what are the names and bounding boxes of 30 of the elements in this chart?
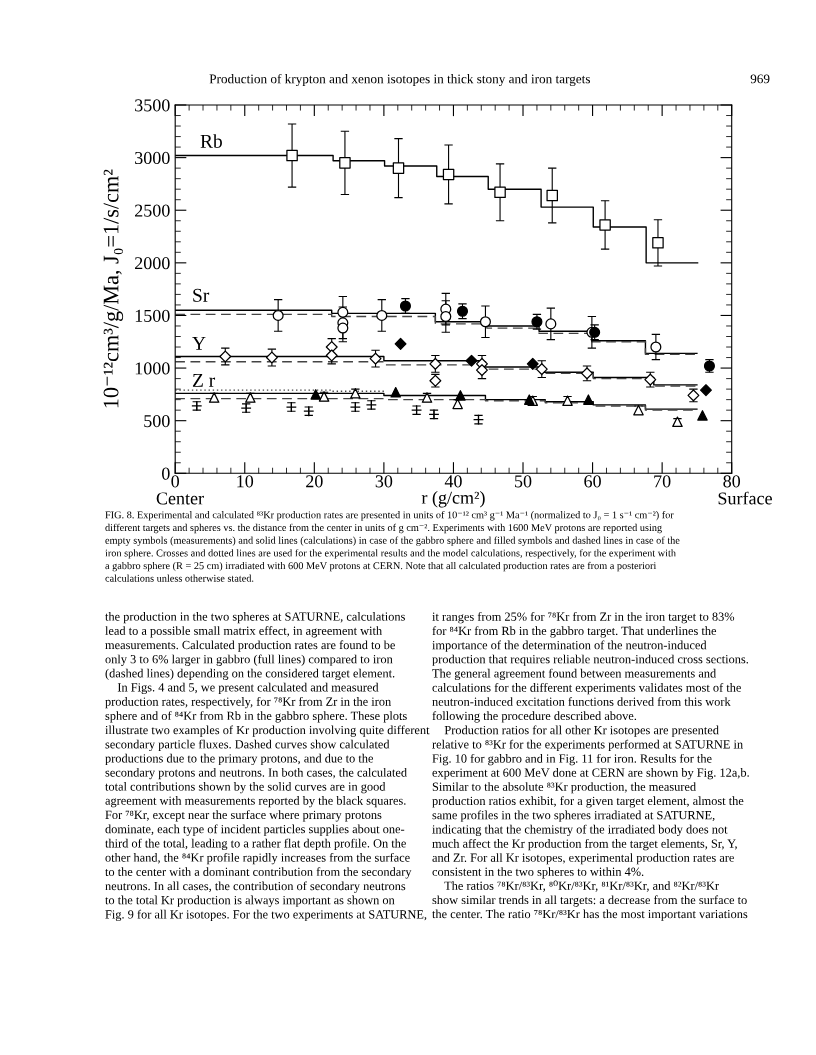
annotation: Z r	[192, 373, 216, 387]
x-tick-label: 10	[237, 475, 254, 488]
annotation: Sr	[193, 288, 210, 302]
y-tick-label: 2500	[135, 204, 170, 217]
y-tick-label: 0	[162, 467, 170, 480]
text: Surface	[718, 491, 772, 505]
x-tick-label: 20	[306, 475, 323, 488]
y-tick-label: 3000	[135, 151, 170, 165]
text: it ranges from 25% for ⁷⁸Kr from Zr in the iron target to 83% for ⁸⁴Kr from Rb in the gabbro target. That underlines the importance of the determination of the neutron-induced production that requires reliable neutron-induced cross sections. The general agreement found between measurements and calculations for the different experiments validates most of the neutron-induced excitation functions derived from this work following the procedure described above. Production ratios for all other Kr isotopes are presented relative to ⁸³Kr for the experiments performed at SATURNE in Fig. 10 for gabbro and in Fig. 11 for iron. Results for the experiment at 600 MeV done at CERN are shown by Fig. 12a,b. Similar to the absolute ⁸³Kr production, the measured production ratios exhibit, for a given target element, almost the same profiles in the two spheres irradiated at SATURNE, indicating that the chemistry of the irradiated body does not much affect the Kr production from the target elements, Sr, Y, and Zr. For all Kr isotopes, experimental production rates are consistent in the two spheres to within 4%. The ratios ⁷⁸Kr/⁸³Kr, ⁸⁰Kr/⁸³Kr, ⁸¹Kr/⁸³Kr, and ⁸²Kr/⁸³Kr show similar trends in all targets: a decrease from the surface to the center. The ratio ⁷⁸Kr/⁸³Kr has the most important variations	[432, 612, 749, 921]
x-tick-label: 60	[584, 475, 601, 488]
y-tick-label: 500	[144, 414, 170, 428]
text: 969	[750, 74, 770, 84]
y-tick-label: 1000	[135, 362, 170, 375]
annotation: Y	[192, 336, 206, 350]
x-axis-title: r (g/cm²)	[421, 491, 485, 508]
x-tick-label: 30	[375, 475, 393, 488]
text: Center	[156, 492, 204, 505]
x-tick-label: 0	[171, 475, 180, 488]
y-axis-title: 10⁻¹²cm³/g/Ma, J₀=1/s/cm²	[103, 169, 124, 408]
y-tick-label: 1500	[135, 309, 170, 322]
caption: FIG. 8. Experimental and calculated ⁸³Kr production rates are presented in units of 10⁻¹² cm³ g⁻¹ Ma⁻¹ (normalized to J₀ = 1 s⁻¹ cm⁻²) for different targets and spheres vs. the distance from the center in units of g cm⁻². Experiments with 1600 MeV protons are reported using empty symbols (measurements) and solid lines (calculations) in case of the gabbro sphere and filled symbols and dashed lines in case of the iron sphere. Crosses and dotted lines are used for the experimental results and the model calculations, respectively, for the experiment with a gabbro sphere (R = 25 cm) irradiated with 600 MeV protons at CERN. Note that all calculated production rates are from a posteriori calculations unless otherwise stated.	[105, 511, 680, 582]
chart-title: Production of krypton and xenon isotopes in thick stony and iron targets	[209, 73, 590, 87]
x-tick-label: 40	[444, 475, 462, 488]
x-tick-label: 70	[654, 475, 671, 488]
x-tick-label: 50	[515, 475, 532, 488]
y-tick-label: 2000	[135, 257, 170, 270]
x-tick-label: 80	[723, 475, 741, 488]
y-tick-label: 3500	[135, 99, 170, 112]
annotation: Rb	[200, 134, 222, 148]
text: the production in the two spheres at SATURNE, calculations lead to a possible small matrix effect, in agreement with measurements. Calculated production rates are found to be only 3 to 6% larger in gabbro (full lines) compared to iron (dashed lines) depending on the considered target element. In Figs. 4 and 5, we present calculated and measured production rates, respectively, for ⁷⁸Kr from Zr in the iron sphere and of ⁸⁴Kr from Rb in the gabbro sphere. These plots illustrate two examples of Kr production involving quite different secondary particle fluxes. Dashed curves show calculated productions due to the primary protons, and due to the secondary protons and neutrons. In both cases, the calculated total contributions shown by the solid curves are in good agreement with measurements reported by the black squares. For ⁷⁸Kr, except near the surface where primary protons dominate, each type of incident particles supplies about one- third of the total, leading to a rather flat depth profile. On the other hand, the ⁸⁴Kr profile rapidly increases from the surface to the center with a dominant contribution from the secondary neutrons. In all cases, the contribution of secondary neutrons to the total Kr production is always important as shown on Fig. 9 for all Kr isotopes. For the two experiments at SATURNE,	[105, 612, 430, 922]
